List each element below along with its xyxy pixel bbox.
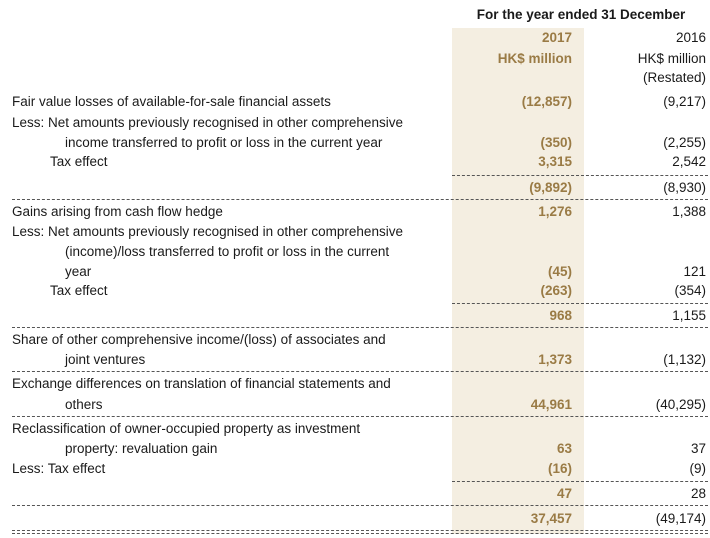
- value-2016: (8,930): [663, 180, 706, 195]
- row-label: year: [65, 264, 92, 279]
- subtotal-row: 968 1,155: [0, 306, 710, 326]
- value-2017: 1,276: [538, 204, 572, 219]
- row-label: property: revaluation gain: [65, 441, 218, 456]
- divider: [452, 175, 708, 176]
- table-row: Exchange differences on translation of f…: [0, 374, 710, 394]
- table-row: income transferred to profit or loss in …: [0, 133, 710, 153]
- row-label: others: [65, 397, 103, 412]
- divider: [12, 199, 708, 200]
- value-2017: (45): [547, 264, 572, 279]
- row-label: Fair value losses of available-for-sale …: [12, 94, 331, 109]
- table-row: joint ventures 1,373 (1,132): [0, 350, 710, 370]
- row-label: Reclassification of owner-occupied prope…: [12, 421, 361, 436]
- table-row: Reclassification of owner-occupied prope…: [0, 419, 710, 439]
- value-2017: (263): [540, 283, 572, 298]
- divider: [12, 371, 708, 372]
- col-2017-unit: HK$ million: [497, 51, 572, 66]
- table-row: year (45) 121: [0, 262, 710, 282]
- period-header: For the year ended 31 December: [476, 7, 686, 22]
- divider: [12, 327, 708, 328]
- value-2016: (49,174): [655, 511, 706, 526]
- double-underline: [12, 533, 708, 534]
- row-label: income transferred to profit or loss in …: [65, 135, 383, 150]
- value-2017: 47: [556, 486, 572, 501]
- value-2016: 1,388: [672, 204, 706, 219]
- col-2016-unit: HK$ million: [637, 51, 706, 66]
- value-2016: 1,155: [672, 308, 706, 323]
- row-label: Less: Net amounts previously recognised …: [12, 115, 403, 130]
- row-label: Gains arising from cash flow hedge: [12, 204, 223, 219]
- value-2017: 3,315: [538, 154, 572, 169]
- table-row: Less: Tax effect (16) (9): [0, 459, 710, 479]
- total-row: 37,457 (49,174): [0, 509, 710, 529]
- row-label: Less: Net amounts previously recognised …: [12, 224, 403, 239]
- divider: [12, 530, 708, 531]
- row-label: Tax effect: [50, 283, 108, 298]
- table-row: Tax effect 3,315 2,542: [0, 152, 710, 172]
- value-2017: 44,961: [530, 397, 572, 412]
- row-label: Tax effect: [50, 154, 108, 169]
- table-row: others 44,961 (40,295): [0, 395, 710, 415]
- subtotal-row: (9,892) (8,930): [0, 178, 710, 198]
- value-2016: (9): [689, 461, 707, 476]
- table-row: Less: Net amounts previously recognised …: [0, 222, 710, 242]
- value-2017: (16): [547, 461, 572, 476]
- value-2017: 1,373: [538, 352, 572, 367]
- value-2016: 2,542: [672, 154, 706, 169]
- col-2016-restated-note: (Restated): [642, 70, 706, 85]
- table-row: Share of other comprehensive income/(los…: [0, 330, 710, 350]
- value-2017: 63: [556, 441, 572, 456]
- value-2016: 28: [690, 486, 706, 501]
- value-2016: 121: [683, 264, 706, 279]
- divider: [12, 505, 708, 506]
- value-2016: (2,255): [663, 135, 706, 150]
- table-row: Gains arising from cash flow hedge 1,276…: [0, 202, 710, 222]
- value-2017: (350): [540, 135, 572, 150]
- value-2017: 968: [549, 308, 572, 323]
- value-2016: (354): [674, 283, 706, 298]
- highlight-column-2017: [452, 28, 584, 534]
- row-label: Less: Tax effect: [12, 461, 106, 476]
- value-2017: 37,457: [530, 511, 572, 526]
- row-label: (income)/loss transferred to profit or l…: [65, 244, 390, 259]
- row-label: joint ventures: [65, 352, 146, 367]
- col-2017-year: 2017: [541, 30, 572, 45]
- table-row: Tax effect (263) (354): [0, 281, 710, 301]
- row-label: Exchange differences on translation of f…: [12, 376, 391, 391]
- divider: [452, 481, 708, 482]
- value-2016: (1,132): [663, 352, 706, 367]
- value-2017: (12,857): [521, 94, 572, 109]
- value-2016: (9,217): [663, 94, 706, 109]
- table-row: property: revaluation gain 63 37: [0, 439, 710, 459]
- table-row: Fair value losses of available-for-sale …: [0, 92, 710, 112]
- subtotal-row: 47 28: [0, 484, 710, 504]
- table-row: (income)/loss transferred to profit or l…: [0, 242, 710, 262]
- table-row: Less: Net amounts previously recognised …: [0, 113, 710, 133]
- divider: [12, 416, 708, 417]
- divider: [452, 303, 708, 304]
- row-label: Share of other comprehensive income/(los…: [12, 332, 386, 347]
- value-2016: 37: [690, 441, 706, 456]
- value-2017: (9,892): [529, 180, 572, 195]
- value-2016: (40,295): [655, 397, 706, 412]
- col-2016-year: 2016: [675, 30, 706, 45]
